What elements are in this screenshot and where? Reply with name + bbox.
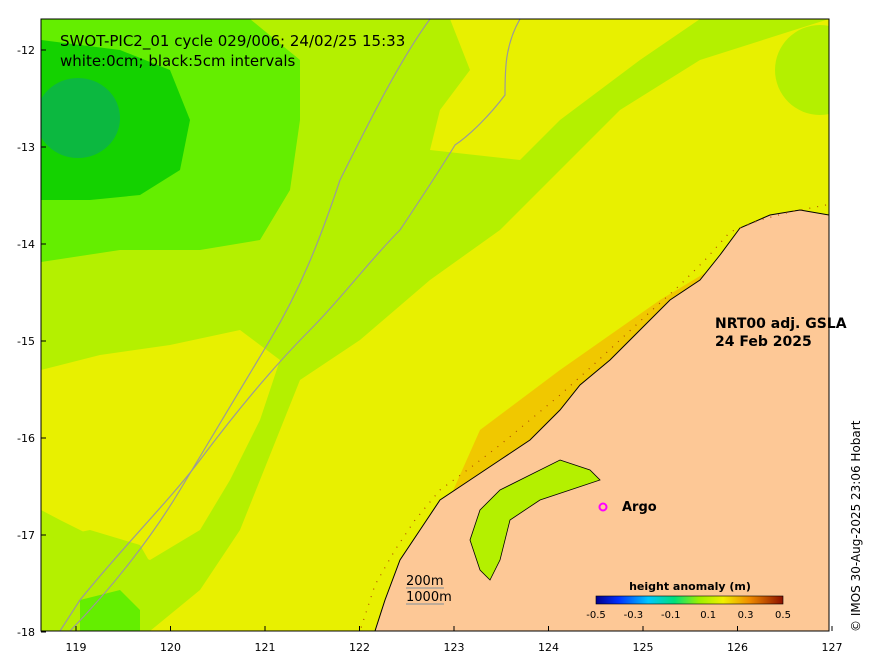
- plot-frame: [40, 18, 830, 632]
- colorbar-tick-label: -0.1: [661, 610, 681, 621]
- colorbar-tick-label: -0.5: [586, 610, 606, 621]
- argo-label: Argo: [622, 500, 657, 515]
- x-axis-tick-label: 121: [255, 641, 276, 654]
- map-plot-area: [41, 19, 829, 631]
- sea-level-field-darker-green: [41, 78, 120, 158]
- colorbar-title: height anomaly (m): [629, 580, 751, 593]
- colorbar-tick-label: -0.3: [624, 610, 644, 621]
- y-axis: -12 -13 -14 -15 -16 -17 -18: [17, 44, 46, 639]
- sea-level-field-yellow-west: [41, 330, 280, 560]
- x-axis-tick-label: 127: [822, 641, 843, 654]
- x-axis: 119 120 121 122 123 124 125 126 127: [66, 626, 843, 654]
- argo-marker-icon[interactable]: [598, 502, 608, 512]
- x-axis-tick-label: 125: [633, 641, 654, 654]
- y-axis-tick-label: -14: [17, 238, 35, 251]
- y-axis-tick-label: -15: [17, 335, 35, 348]
- bathymetry-legend-shallow: 200m: [406, 574, 443, 589]
- king-sound-estuary: [469, 459, 601, 581]
- colorbar-tick-label: 0.3: [738, 610, 754, 621]
- x-axis-tick-label: 119: [66, 641, 87, 654]
- bathymetry-legend-deep: 1000m: [406, 590, 452, 605]
- bathymetry-contour-200m: [59, 19, 521, 631]
- map-subtitle: white:0cm; black:5cm intervals: [60, 52, 296, 70]
- y-axis-tick-label: -17: [17, 529, 35, 542]
- y-axis-tick-label: -13: [17, 141, 35, 154]
- y-axis-tick-label: -18: [17, 626, 35, 639]
- bathymetry-contour-1000m: [69, 19, 431, 631]
- map-title: SWOT-PIC2_01 cycle 029/006; 24/02/25 15:…: [60, 32, 405, 51]
- gsla-label-line2: 24 Feb 2025: [715, 334, 812, 350]
- colorbar: [595, 595, 784, 605]
- x-axis-tick-label: 124: [538, 641, 559, 654]
- x-axis-tick-label: 126: [727, 641, 748, 654]
- copyright-label: © IMOS 30-Aug-2025 23:06 Hobart: [849, 420, 863, 632]
- x-axis-tick-label: 123: [444, 641, 465, 654]
- y-axis-tick-label: -16: [17, 432, 35, 445]
- sea-level-field-green-southwest: [80, 590, 140, 631]
- colorbar-ticks: -0.5 -0.3 -0.1 0.1 0.3 0.5: [586, 610, 791, 621]
- x-axis-tick-label: 122: [349, 641, 370, 654]
- x-axis-tick-label: 120: [160, 641, 181, 654]
- gsla-label-line1: NRT00 adj. GSLA: [715, 316, 847, 332]
- y-axis-tick-label: -12: [17, 44, 35, 57]
- colorbar-tick-label: 0.1: [700, 610, 716, 621]
- colorbar-tick-label: 0.5: [775, 610, 791, 621]
- sea-level-field-lime-northeast: [775, 25, 829, 115]
